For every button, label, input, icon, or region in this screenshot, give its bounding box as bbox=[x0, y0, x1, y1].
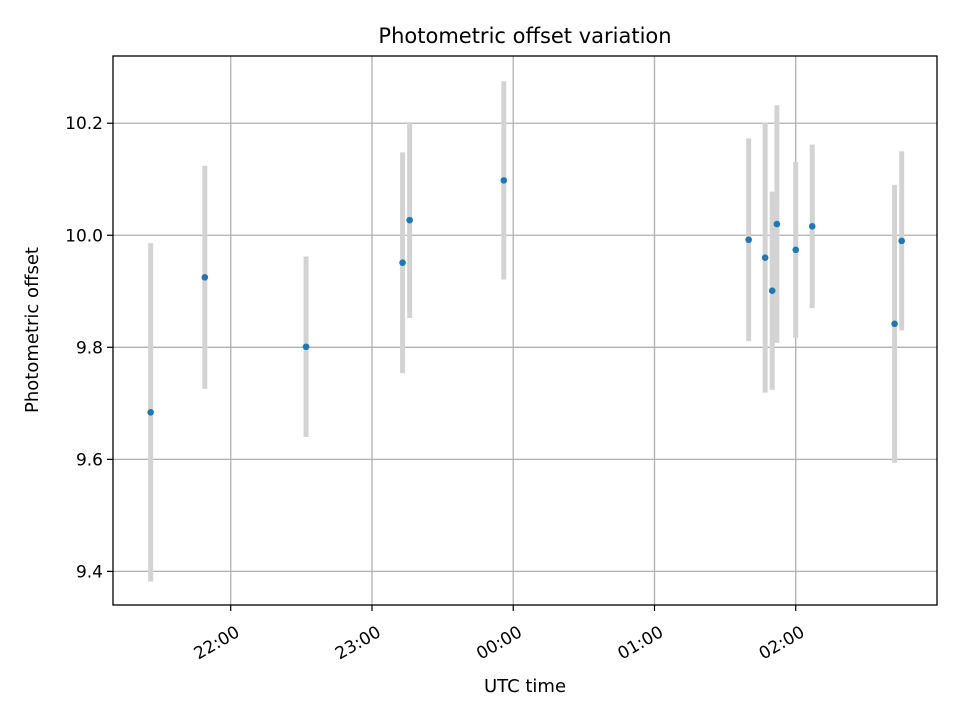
data-point bbox=[898, 237, 905, 245]
y-tick-label: 9.8 bbox=[76, 338, 103, 358]
data-point bbox=[745, 236, 752, 244]
data-point bbox=[792, 246, 800, 254]
data-points bbox=[147, 177, 905, 416]
data-point bbox=[399, 259, 406, 267]
data-point bbox=[891, 320, 898, 328]
data-point bbox=[808, 223, 816, 230]
data-point bbox=[500, 177, 508, 184]
y-axis-label: Photometric offset bbox=[22, 247, 43, 413]
x-axis-label: UTC time bbox=[484, 676, 566, 697]
data-point bbox=[406, 216, 413, 224]
data-point bbox=[147, 408, 154, 416]
data-point bbox=[768, 287, 776, 295]
y-tick-label: 9.6 bbox=[76, 450, 103, 470]
data-point bbox=[773, 220, 781, 228]
grid bbox=[113, 56, 937, 605]
y-tick-label: 9.4 bbox=[76, 562, 103, 582]
plot-area-frame bbox=[112, 55, 938, 606]
data-point bbox=[302, 343, 310, 351]
y-tick-label: 10.2 bbox=[65, 114, 103, 134]
data-point bbox=[761, 254, 769, 261]
chart-title: Photometric offset variation bbox=[378, 24, 671, 48]
y-tick-label: 10.0 bbox=[65, 226, 103, 246]
data-point bbox=[201, 273, 209, 281]
